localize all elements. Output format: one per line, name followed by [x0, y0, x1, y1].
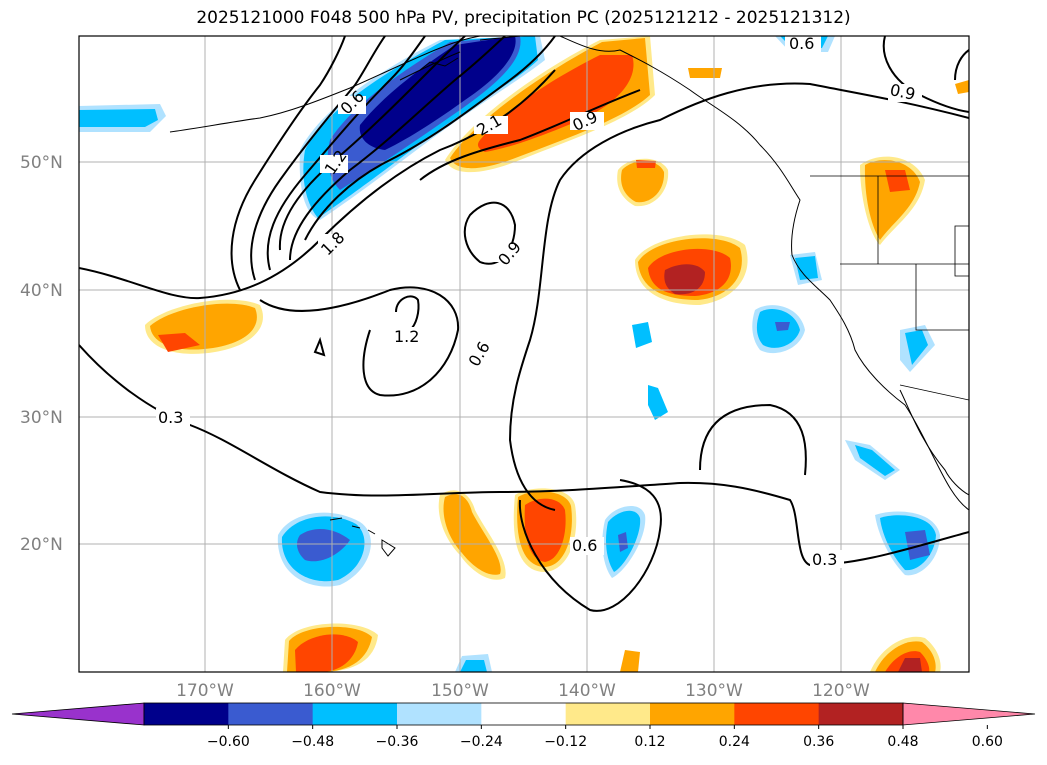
contour-0-6-mid — [259, 286, 460, 397]
pos-fill-gulf2-inner — [636, 160, 656, 168]
pos-fill-bottom-small — [620, 650, 640, 672]
contour-0-6-loop — [508, 82, 969, 511]
contour-label: 0.6 — [789, 34, 814, 53]
pos-fill-center-core — [664, 264, 705, 295]
lat-tick-label: 20°N — [20, 535, 63, 555]
contour-tongue-6 — [230, 36, 346, 291]
neg-fill-coast2-inner — [795, 256, 818, 280]
coastlines — [169, 36, 969, 557]
coast-baja — [899, 389, 969, 496]
lat-tick-label: 50°N — [20, 153, 63, 173]
neg-fill-hawaii-inner — [297, 528, 350, 562]
neg-fill-sub1-core — [618, 532, 628, 552]
colorbar-tick-label: 0.12 — [634, 734, 665, 750]
gridlines — [79, 36, 969, 672]
lat-axis: 50°N 40°N 30°N 20°N — [20, 153, 63, 555]
colorbar-swatch — [228, 703, 314, 725]
neg-fill-baja-inner — [905, 330, 928, 365]
positive-fills — [145, 36, 969, 672]
contour-tongue-5 — [250, 36, 386, 281]
colorbar-swatch — [565, 703, 651, 725]
colorbar-tick-label: −0.36 — [376, 734, 419, 750]
contour-outer-0-3 — [79, 344, 969, 567]
contour-0-9-upper — [419, 89, 641, 181]
contour-tongue-2 — [289, 36, 506, 261]
colorbar-swatch — [734, 703, 820, 725]
neg-fill-mex2-core — [905, 530, 930, 560]
pos-fill-bottom-inner — [295, 634, 358, 672]
neg-fill-coast1-core — [775, 322, 790, 331]
lon-tick-label: 160°W — [303, 681, 361, 701]
contour-label: 1.2 — [394, 327, 419, 346]
pos-fill-gulf-inner — [477, 55, 634, 152]
coast-aleutians — [169, 36, 481, 133]
contour-right-loop — [954, 49, 969, 81]
colorbar-swatch — [650, 703, 735, 725]
contour-1-2-dot — [313, 336, 326, 357]
contour-0-3-loop — [699, 403, 807, 476]
colorbar-extend-high — [902, 702, 1036, 726]
pos-fill-topcorner — [955, 80, 969, 94]
colorbar-outline — [143, 702, 904, 726]
contour-label: 0.9 — [888, 80, 917, 104]
pos-fill-bc-inner — [885, 170, 910, 192]
neg-fill-sub2 — [632, 322, 652, 348]
lat-tick-label: 40°N — [20, 281, 63, 301]
pos-fill-gulf2-mid — [621, 161, 665, 203]
contour-tongue-3 — [278, 36, 466, 251]
pos-fill-west-inner — [158, 333, 200, 352]
neg-fill-sub3 — [648, 385, 668, 420]
contour-label: 0.3 — [812, 550, 837, 569]
lon-tick-label: 130°W — [685, 681, 743, 701]
neg-fill-west-edge-inner — [79, 109, 158, 127]
colorbar-extend-low — [11, 702, 145, 726]
lat-tick-label: 30°N — [20, 408, 63, 428]
lon-axis: 170°W 160°W 150°W 140°W 130°W 120°W — [176, 681, 870, 701]
colorbar-tick-label: 0.60 — [972, 734, 1003, 750]
pos-fill-br-core — [898, 658, 922, 672]
contour-1-2-small — [395, 295, 420, 331]
contour-label: 0.3 — [158, 408, 183, 427]
neg-fill-bottom1-inner — [460, 660, 487, 672]
lon-tick-label: 170°W — [176, 681, 234, 701]
coast-alaska-peninsula — [399, 36, 521, 81]
map-title: 2025121000 F048 500 hPa PV, precipitatio… — [196, 8, 851, 28]
colorbar-tick-label: −0.60 — [207, 734, 250, 750]
border-states-3 — [915, 264, 969, 331]
lon-tick-label: 140°W — [558, 681, 616, 701]
borders — [810, 175, 969, 401]
map-frame — [78, 35, 970, 673]
colorbar-swatch — [481, 703, 567, 725]
pos-fill-sub2-inner — [524, 498, 566, 562]
colorbar: −0.60 −0.48 −0.36 −0.24 −0.12 0.12 0.24 0.36 0.4… — [11, 702, 1036, 750]
colorbar-swatch — [144, 703, 229, 725]
contour-tongue-1 — [304, 36, 556, 241]
colorbar-swatch — [818, 703, 904, 725]
pos-fill-top-small — [688, 68, 722, 78]
coast-north-america — [559, 36, 969, 511]
colorbar-tick-label: 0.24 — [719, 734, 750, 750]
neg-fill-aleutian-core — [359, 36, 516, 150]
colorbar-swatch — [312, 703, 398, 725]
colorbar-swatch — [397, 703, 482, 725]
colorbar-tick-label: −0.12 — [544, 734, 587, 750]
colorbar-tick-label: 0.36 — [803, 734, 834, 750]
negative-fills — [79, 36, 940, 672]
colorbar-tick-label: −0.48 — [291, 734, 334, 750]
pos-fill-sub1-mid — [443, 494, 501, 575]
border-us-mexico — [899, 384, 969, 401]
contour-tongue-4 — [266, 36, 426, 271]
colorbar-tick-label: −0.24 — [460, 734, 503, 750]
neg-fill-mex1-inner — [855, 445, 895, 476]
coast-hawaii — [329, 517, 396, 557]
lon-tick-label: 120°W — [812, 681, 870, 701]
border-states-4 — [954, 225, 969, 277]
contour-0-6-low — [518, 479, 662, 612]
colorbar-tick-label: 0.48 — [887, 734, 918, 750]
lon-tick-label: 150°W — [431, 681, 489, 701]
contour-label: 0.6 — [572, 536, 597, 555]
